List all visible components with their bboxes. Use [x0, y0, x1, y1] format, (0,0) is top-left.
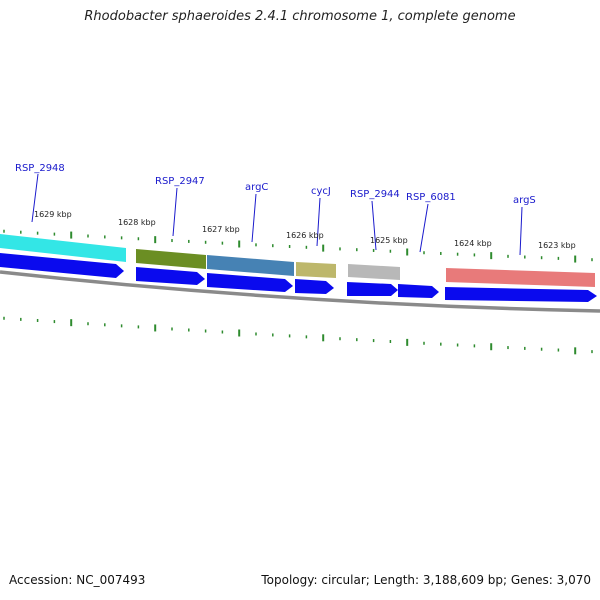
gene-label: cycJ [311, 186, 331, 197]
gene-arrow-rsp6081 [398, 284, 439, 298]
gene-arrow-rsp2947 [136, 267, 205, 285]
outer-tick-marks [3, 229, 593, 263]
gene-arrow-cycj [295, 279, 334, 294]
scale-label: 1625 kbp [370, 236, 408, 245]
scale-label: 1626 kbp [286, 231, 324, 240]
gene-arrows [0, 253, 597, 302]
scale-label: 1627 kbp [202, 225, 240, 234]
leader-rsp2948 [31, 173, 39, 223]
scale-label: 1624 kbp [454, 239, 492, 248]
cog-band-rsp2948 [0, 234, 126, 262]
leader-rsp2944 [371, 200, 377, 251]
gene-arrow-rsp2948 [0, 253, 124, 278]
genome-summary-text: Topology: circular; Length: 3,188,609 bp… [261, 573, 591, 587]
leader-rsp6081 [419, 203, 429, 253]
scale-labels: 1629 kbp 1628 kbp 1627 kbp 1626 kbp 1625… [34, 210, 576, 250]
gene-label: RSP_2947 [155, 176, 205, 187]
leader-args [519, 206, 523, 256]
cog-band-rsp2947 [136, 249, 206, 269]
cog-bands [0, 234, 595, 287]
scale-label: 1629 kbp [34, 210, 72, 219]
map-title: Rhodobacter sphaeroides 2.4.1 chromosome… [84, 9, 516, 24]
gene-label: RSP_2944 [350, 189, 400, 200]
gene-arrow-args [445, 287, 597, 302]
leader-cycj [316, 197, 321, 247]
inner-tick-marks [3, 316, 593, 355]
label-leaders [31, 173, 523, 256]
cog-band-rsp2944 [348, 264, 400, 280]
gene-label: RSP_2948 [15, 163, 65, 174]
chromosome-backbone [0, 270, 600, 313]
gene-arrow-rsp2944 [347, 282, 398, 296]
gene-label: argS [513, 195, 536, 206]
gene-label: argC [245, 182, 268, 193]
cog-band-cycj [296, 262, 336, 278]
scale-label: 1623 kbp [538, 241, 576, 250]
leader-rsp2947 [172, 187, 178, 237]
cog-band-argc [207, 255, 294, 276]
gene-labels: RSP_2948 RSP_2947 argC cycJ RSP_2944 RSP… [15, 163, 536, 206]
gene-arrow-argc [207, 273, 293, 292]
leader-argc [251, 193, 257, 243]
cog-band-args [446, 268, 595, 287]
scale-label: 1628 kbp [118, 218, 156, 227]
accession-text: Accession: NC_007493 [9, 573, 146, 587]
gene-label: RSP_6081 [406, 192, 456, 203]
